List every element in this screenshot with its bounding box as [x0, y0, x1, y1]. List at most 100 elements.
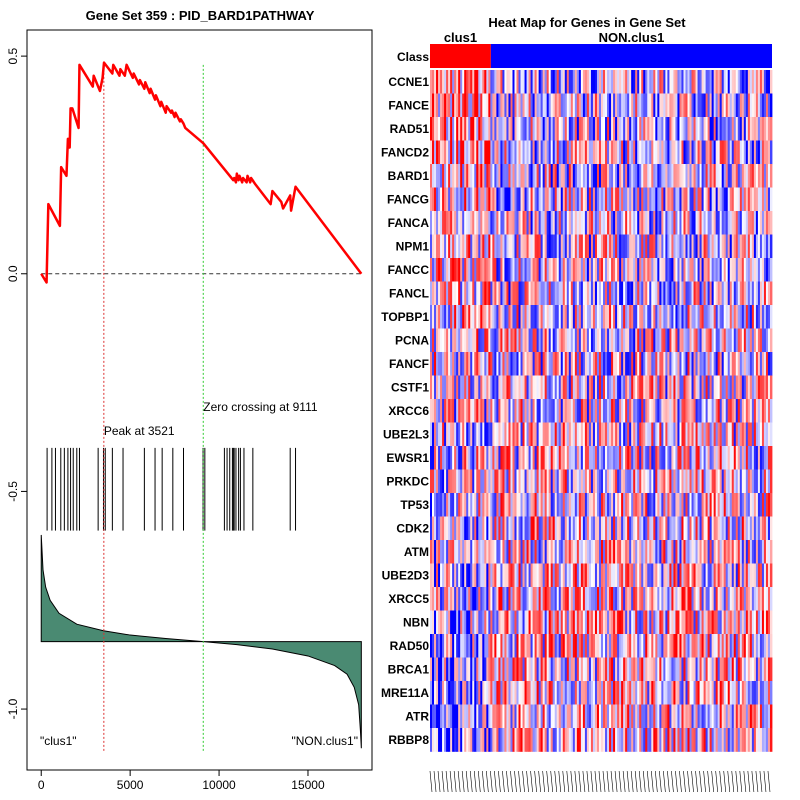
heatmap-cell — [518, 140, 521, 165]
heatmap-cell — [574, 657, 578, 682]
heatmap-cell — [625, 352, 628, 376]
heatmap-cell — [442, 164, 445, 188]
heatmap-cell — [546, 469, 550, 494]
heatmap-cell — [765, 328, 769, 353]
heatmap-cell — [548, 657, 552, 682]
heatmap-cell — [486, 352, 489, 376]
heatmap-cell — [478, 681, 481, 705]
heatmap-cell — [671, 211, 674, 235]
heatmap-cell — [590, 563, 594, 588]
heatmap-cell — [731, 657, 735, 682]
heatmap-cell — [476, 93, 479, 118]
heatmap-cell — [603, 610, 606, 635]
heatmap-cell — [633, 634, 636, 658]
heatmap-cell — [627, 117, 630, 141]
heatmap-cell — [763, 93, 767, 118]
heatmap-cell — [462, 164, 465, 188]
heatmap-cell — [484, 516, 487, 541]
heatmap-cell — [490, 446, 493, 470]
heatmap-cell — [731, 93, 735, 118]
heatmap-cell — [715, 540, 719, 564]
heatmap-cell — [647, 422, 650, 447]
heatmap-cell — [701, 93, 704, 118]
heatmap-cell — [695, 563, 698, 588]
heatmap-cell — [627, 211, 630, 235]
heatmap-cell — [733, 493, 737, 517]
heatmap-cell — [542, 399, 546, 423]
heatmap-cell — [588, 211, 592, 235]
heatmap-cell — [765, 493, 769, 517]
heatmap-cell — [601, 469, 604, 494]
heatmap-cell — [576, 610, 580, 635]
heatmap-cell — [504, 375, 507, 400]
heatmap-cell — [508, 375, 511, 400]
heatmap-cell — [711, 399, 715, 423]
heatmap-cell — [639, 234, 642, 259]
heatmap-cell — [588, 140, 592, 165]
heatmap-cell — [522, 211, 525, 235]
heatmap-cell — [510, 610, 513, 635]
heatmap-cell — [572, 258, 576, 282]
heatmap-cell — [669, 375, 672, 400]
heatmap-cell — [470, 563, 473, 588]
heatmap-cell — [629, 399, 632, 423]
heatmap-cell — [558, 446, 562, 470]
heatmap-cell — [649, 563, 652, 588]
heatmap-cell — [546, 305, 550, 329]
heatmap-cell — [466, 634, 469, 658]
heatmap-cell — [470, 587, 473, 611]
heatmap-cell — [633, 187, 636, 212]
heatmap-cell — [637, 352, 640, 376]
heatmap-cell — [540, 610, 544, 635]
heatmap-cell — [621, 399, 624, 423]
heatmap-cell — [721, 469, 725, 494]
heatmap-cell — [570, 563, 574, 588]
heatmap-cell — [631, 328, 634, 353]
heatmap-cell — [669, 728, 672, 752]
heatmap-cell — [761, 258, 765, 282]
heatmap-cell — [590, 469, 594, 494]
heatmap-cell — [504, 211, 507, 235]
heatmap-cell — [655, 587, 658, 611]
heatmap-cell — [542, 164, 546, 188]
heatmap-cell — [749, 211, 753, 235]
heatmap-cell — [594, 305, 598, 329]
heatmap-cell — [514, 446, 517, 470]
heatmap-cell — [735, 634, 739, 658]
heatmap-cell — [603, 422, 606, 447]
heatmap-cell — [731, 587, 735, 611]
heatmap-cell — [494, 422, 497, 447]
heatmap-cell — [510, 681, 513, 705]
heatmap-cell — [466, 140, 469, 165]
heatmap-cell — [603, 164, 606, 188]
heatmap-cell — [759, 375, 763, 400]
heatmap-cell — [506, 493, 509, 517]
heatmap-cell — [629, 164, 632, 188]
heatmap-cell — [482, 681, 485, 705]
heatmap-cell — [693, 634, 696, 658]
heatmap-cell — [434, 187, 437, 212]
heatmap-cell — [731, 117, 735, 141]
heatmap-cell — [504, 399, 507, 423]
heatmap-cell — [603, 70, 606, 94]
heatmap-cell — [572, 446, 576, 470]
heatmap-cell — [755, 70, 759, 94]
heatmap-cell — [434, 281, 437, 306]
heatmap-cell — [767, 93, 771, 118]
heatmap-cell — [715, 516, 719, 541]
heatmap-cell — [500, 634, 503, 658]
heatmap-cell — [605, 70, 608, 94]
heatmap-cell — [526, 563, 529, 588]
heatmap-cell — [761, 493, 765, 517]
heatmap-cell — [621, 70, 624, 94]
heatmap-cell — [609, 399, 612, 423]
heatmap-cell — [586, 187, 590, 212]
heatmap-cell — [466, 281, 469, 306]
heatmap-cell — [697, 211, 700, 235]
heatmap-cell — [546, 234, 550, 259]
heatmap-cell — [510, 587, 513, 611]
heatmap-cell — [484, 634, 487, 658]
heatmap-cell — [653, 258, 656, 282]
heatmap-cell — [753, 70, 757, 94]
heatmap-cell — [474, 328, 477, 353]
